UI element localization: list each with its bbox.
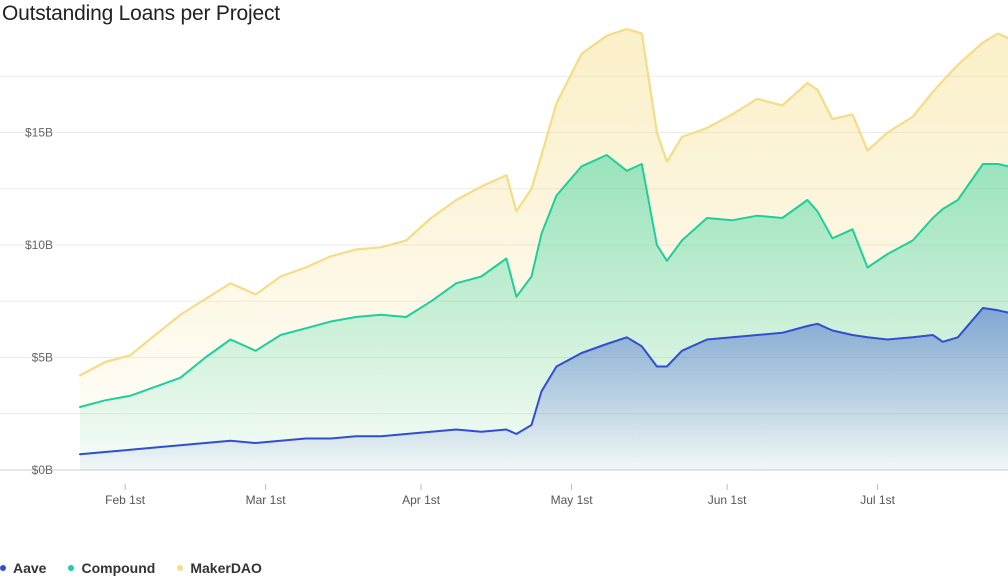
legend-label-makerdao: MakerDAO (190, 560, 262, 576)
x-tick-label: May 1st (551, 493, 594, 507)
x-tick-label: Jun 1st (708, 493, 747, 507)
x-tick-label: Jul 1st (860, 493, 895, 507)
legend-label-compound: Compound (81, 560, 156, 576)
area-fills (80, 29, 1008, 470)
chart-area: $0B $5B $10B $15B Feb 1st Mar 1st Apr 1st May 1… (0, 27, 1008, 508)
legend: Aave Compound MakerDAO (0, 560, 262, 576)
legend-item-makerdao[interactable]: MakerDAO (177, 560, 262, 576)
y-tick-label: $0B (32, 463, 53, 477)
x-tick-label: Mar 1st (246, 493, 287, 507)
legend-dot-compound (68, 565, 75, 571)
aave-series-line (79, 307, 1008, 456)
legend-item-compound[interactable]: Compound (68, 560, 155, 576)
makerdao-series-line (78, 27, 1008, 377)
legend-item-aave[interactable]: Aave (0, 560, 46, 576)
legend-label-aave: Aave (13, 560, 47, 576)
x-tick-label: Apr 1st (402, 493, 441, 507)
legend-dot-aave (0, 565, 6, 571)
legend-dot-makerdao (177, 565, 184, 571)
y-tick-label: $15B (25, 126, 53, 140)
axis-ticks: $0B $5B $10B $15B Feb 1st Mar 1st Apr 1st May 1… (25, 126, 896, 508)
compound-series-line (79, 154, 1008, 408)
chart-title: Outstanding Loans per Project (2, 2, 280, 25)
y-tick-label: $10B (25, 238, 53, 252)
series-lines (78, 27, 1008, 456)
x-tick-label: Feb 1st (105, 493, 146, 507)
y-tick-label: $5B (32, 351, 53, 365)
